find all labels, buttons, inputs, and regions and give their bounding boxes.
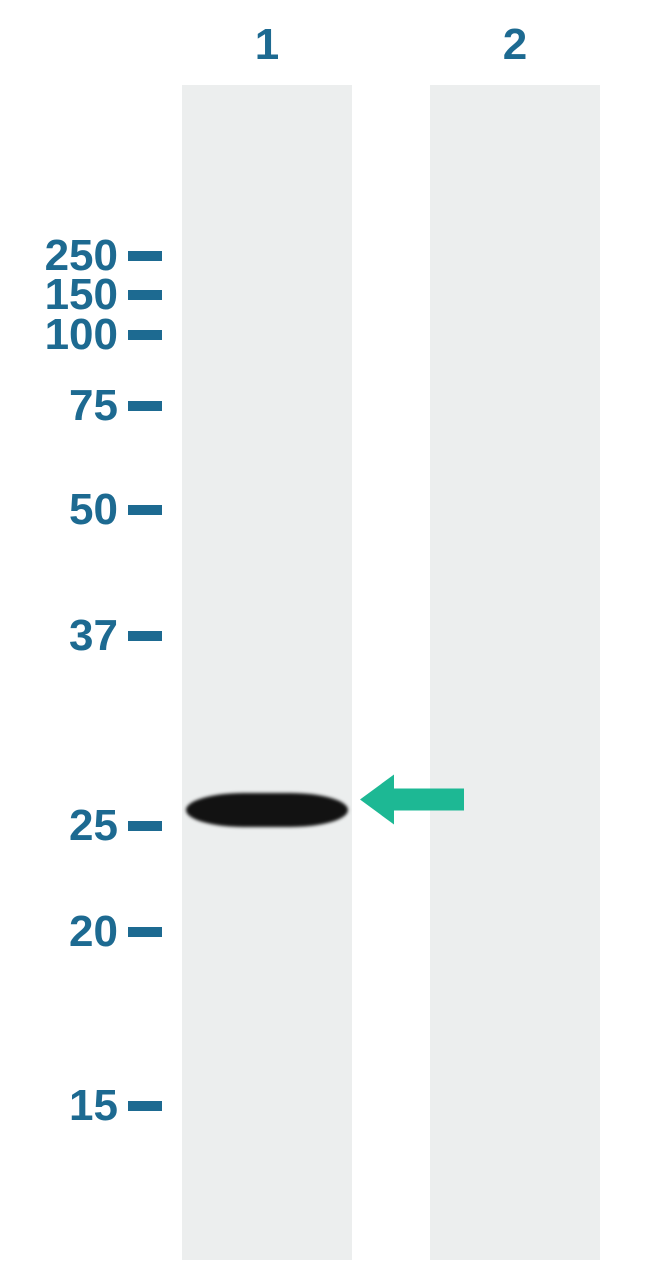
band-lane-1 — [186, 793, 348, 827]
marker-tick-15 — [128, 1101, 162, 1111]
band-arrow — [360, 800, 464, 825]
western-blot-figure: 1 2 250150100755037252015 — [0, 0, 650, 1270]
marker-tick-100 — [128, 330, 162, 340]
marker-label-25: 25 — [69, 804, 118, 848]
marker-label-20: 20 — [69, 910, 118, 954]
marker-tick-75 — [128, 401, 162, 411]
marker-tick-37 — [128, 631, 162, 641]
marker-label-100: 100 — [45, 313, 118, 357]
lane-2 — [430, 85, 600, 1260]
lane-1 — [182, 85, 352, 1260]
marker-label-50: 50 — [69, 488, 118, 532]
marker-tick-20 — [128, 927, 162, 937]
marker-label-75: 75 — [69, 384, 118, 428]
marker-label-15: 15 — [69, 1084, 118, 1128]
marker-tick-250 — [128, 251, 162, 261]
lane-2-header: 2 — [503, 20, 527, 70]
marker-tick-50 — [128, 505, 162, 515]
lane-1-header: 1 — [255, 20, 279, 70]
marker-tick-25 — [128, 821, 162, 831]
marker-tick-150 — [128, 290, 162, 300]
marker-label-37: 37 — [69, 614, 118, 658]
